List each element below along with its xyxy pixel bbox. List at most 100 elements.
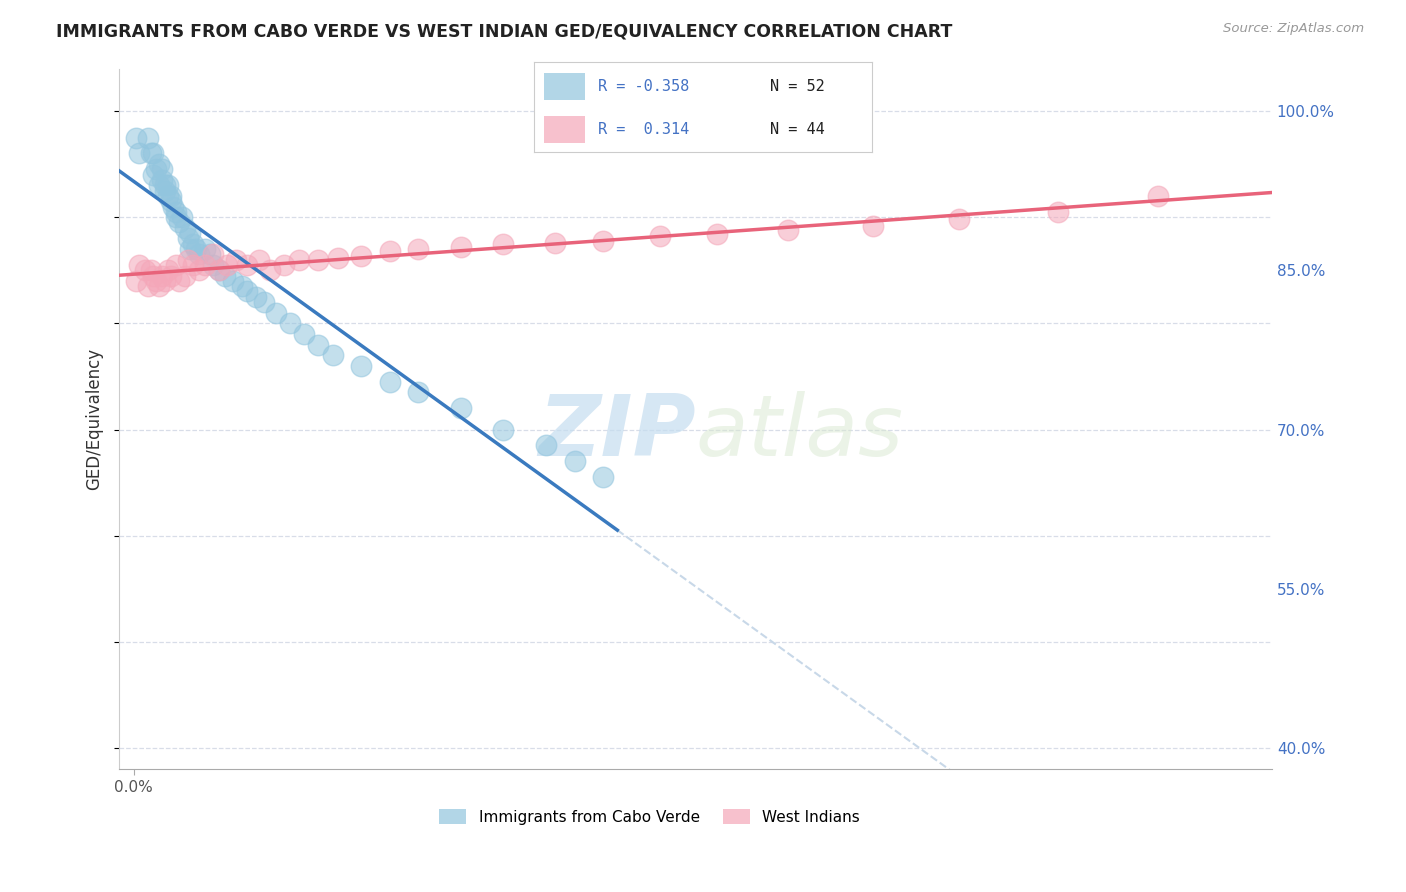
- Point: [592, 470, 614, 484]
- Point: [162, 200, 184, 214]
- Point: [202, 258, 225, 272]
- Point: [142, 268, 165, 283]
- Point: [214, 268, 236, 283]
- Point: [245, 290, 267, 304]
- Point: [862, 219, 884, 233]
- Point: [167, 274, 190, 288]
- Point: [156, 178, 179, 193]
- Point: [322, 348, 344, 362]
- Point: [128, 146, 150, 161]
- Point: [142, 146, 165, 161]
- FancyBboxPatch shape: [544, 116, 585, 143]
- Point: [173, 220, 195, 235]
- Point: [173, 268, 195, 283]
- Point: [231, 279, 253, 293]
- Point: [450, 401, 472, 416]
- Point: [406, 385, 429, 400]
- Point: [153, 184, 176, 198]
- Point: [287, 252, 309, 267]
- Point: [225, 252, 247, 267]
- Point: [159, 268, 181, 283]
- Text: R =  0.314: R = 0.314: [599, 122, 690, 136]
- Point: [179, 226, 201, 240]
- Point: [217, 258, 239, 272]
- Text: N = 52: N = 52: [770, 79, 825, 94]
- Point: [148, 279, 170, 293]
- Point: [148, 178, 170, 193]
- Point: [236, 285, 259, 299]
- Point: [159, 189, 181, 203]
- Point: [156, 263, 179, 277]
- Point: [378, 244, 401, 259]
- Point: [328, 251, 350, 265]
- Point: [208, 263, 231, 277]
- Point: [148, 157, 170, 171]
- Point: [150, 162, 173, 177]
- Point: [222, 274, 245, 288]
- Point: [592, 234, 614, 248]
- Point: [179, 242, 201, 256]
- Point: [948, 212, 970, 227]
- Point: [564, 454, 586, 468]
- Point: [350, 359, 373, 373]
- Point: [247, 252, 270, 267]
- Point: [308, 337, 330, 351]
- Point: [492, 423, 515, 437]
- Point: [278, 317, 301, 331]
- Text: R = -0.358: R = -0.358: [599, 79, 690, 94]
- Point: [194, 258, 217, 272]
- Point: [136, 130, 159, 145]
- Point: [208, 263, 231, 277]
- Point: [706, 227, 728, 242]
- Point: [167, 215, 190, 229]
- Point: [145, 274, 167, 288]
- Point: [378, 375, 401, 389]
- Point: [544, 235, 567, 250]
- Point: [136, 279, 159, 293]
- Point: [200, 247, 222, 261]
- Point: [159, 194, 181, 209]
- Point: [150, 268, 173, 283]
- Point: [350, 250, 373, 264]
- Point: [156, 189, 179, 203]
- Point: [308, 252, 330, 267]
- Point: [1147, 189, 1170, 203]
- Point: [264, 306, 287, 320]
- Point: [153, 274, 176, 288]
- Point: [165, 210, 187, 224]
- Point: [139, 263, 162, 277]
- Point: [184, 242, 207, 256]
- Point: [181, 236, 204, 251]
- Point: [165, 258, 187, 272]
- Text: ZIP: ZIP: [538, 392, 696, 475]
- Point: [648, 229, 671, 244]
- Point: [134, 263, 156, 277]
- Point: [1047, 205, 1070, 219]
- Y-axis label: GED/Equivalency: GED/Equivalency: [86, 348, 103, 490]
- Point: [188, 263, 211, 277]
- Point: [259, 263, 281, 277]
- Point: [153, 178, 176, 193]
- Point: [492, 236, 515, 251]
- Point: [145, 162, 167, 177]
- Point: [139, 146, 162, 161]
- Point: [125, 274, 148, 288]
- Point: [450, 240, 472, 254]
- Point: [202, 247, 225, 261]
- Point: [778, 223, 800, 237]
- Point: [534, 438, 557, 452]
- Point: [236, 258, 259, 272]
- Point: [128, 258, 150, 272]
- Point: [194, 242, 217, 256]
- Point: [406, 242, 429, 256]
- Point: [253, 295, 276, 310]
- Point: [181, 258, 204, 272]
- Text: IMMIGRANTS FROM CABO VERDE VS WEST INDIAN GED/EQUIVALENCY CORRELATION CHART: IMMIGRANTS FROM CABO VERDE VS WEST INDIA…: [56, 22, 953, 40]
- FancyBboxPatch shape: [544, 73, 585, 100]
- Point: [150, 173, 173, 187]
- Text: atlas: atlas: [696, 392, 904, 475]
- Point: [125, 130, 148, 145]
- Point: [188, 247, 211, 261]
- Point: [176, 252, 198, 267]
- Point: [292, 326, 315, 341]
